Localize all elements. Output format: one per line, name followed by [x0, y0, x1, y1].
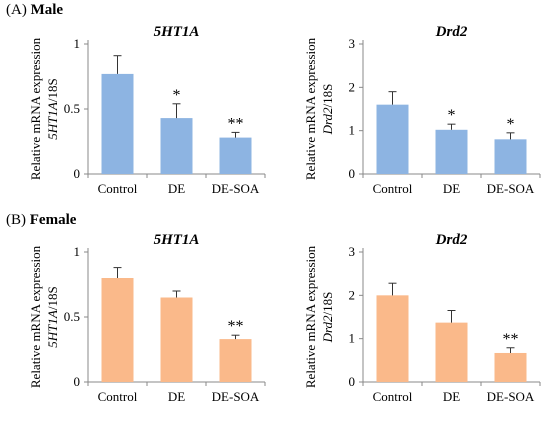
y-tick-label: 0: [74, 374, 81, 389]
bar-de-soa: [219, 137, 252, 174]
x-tick-label: DE: [168, 389, 185, 404]
y-axis-label-gene: Drd2/18S: [320, 84, 335, 136]
y-axis-label-gene: 5HT1A/18S: [45, 286, 60, 347]
y-axis-label-ref: /18S: [45, 286, 60, 310]
y-tick-label: 0: [349, 374, 356, 389]
y-axis-label-ref: /18S: [320, 292, 335, 316]
section-name: Male: [30, 2, 64, 18]
bar-de: [435, 322, 468, 382]
significance-marker: *: [507, 116, 515, 133]
y-tick-label: 3: [349, 36, 356, 51]
x-tick-label: DE: [443, 389, 460, 404]
y-tick-label: 1: [349, 331, 356, 346]
x-tick-label: Control: [373, 389, 413, 404]
y-tick-label: 3: [349, 244, 356, 259]
bar-de: [160, 297, 193, 382]
significance-marker: **: [228, 115, 244, 132]
bar-de-soa: [494, 139, 527, 174]
section-a-label: (A) Male: [6, 2, 63, 19]
x-tick-label: DE-SOA: [487, 389, 535, 404]
chart-title: 5HT1A: [154, 24, 200, 40]
x-tick-label: DE-SOA: [212, 389, 260, 404]
x-tick-label: DE: [168, 181, 185, 196]
y-axis-label-gene: Drd2/18S: [320, 292, 335, 344]
significance-marker: **: [228, 318, 244, 335]
bar-de-soa: [494, 352, 527, 382]
chart-title: 5HT1A: [154, 232, 200, 248]
y-tick-label: 1: [349, 123, 356, 138]
x-tick-label: Control: [98, 181, 138, 196]
y-axis-label: Relative mRNA expression: [28, 245, 43, 388]
bar-control: [376, 295, 409, 382]
chart-title: Drd2: [435, 232, 468, 248]
x-tick-label: DE-SOA: [212, 181, 260, 196]
chart-title: Drd2: [435, 24, 468, 40]
y-tick-label: 0: [349, 166, 356, 181]
section-tag: (A): [6, 2, 27, 18]
y-axis-label: Relative mRNA expression: [303, 37, 318, 180]
section-tag: (B): [6, 212, 26, 228]
y-axis-label-gene-name: 5HT1A: [45, 102, 60, 140]
significance-marker: *: [173, 87, 181, 104]
x-tick-label: Control: [98, 389, 138, 404]
y-axis-label-gene-name: 5HT1A: [45, 310, 60, 348]
bar-de: [435, 129, 468, 174]
x-tick-label: DE-SOA: [487, 181, 535, 196]
y-axis-label: Relative mRNA expression: [28, 37, 43, 180]
section-name: Female: [29, 212, 77, 228]
significance-marker: *: [448, 107, 456, 124]
bar-control: [101, 73, 134, 174]
y-tick-label: 0.5: [64, 101, 80, 116]
y-tick-label: 0: [74, 166, 81, 181]
y-axis-label-ref: /18S: [320, 84, 335, 108]
bar-de-soa: [219, 339, 252, 382]
significance-marker: **: [503, 331, 519, 348]
y-axis-label-gene: 5HT1A/18S: [45, 78, 60, 139]
x-tick-label: DE: [443, 181, 460, 196]
y-tick-label: 2: [349, 79, 356, 94]
y-axis-label-gene-name: Drd2: [320, 107, 335, 135]
y-axis-label-ref: /18S: [45, 78, 60, 102]
bar-control: [101, 278, 134, 382]
y-tick-label: 1: [74, 36, 81, 51]
y-axis-label-gene-name: Drd2: [320, 315, 335, 343]
bar-control: [376, 104, 409, 174]
section-b-label: (B) Female: [6, 212, 76, 229]
y-tick-label: 2: [349, 287, 356, 302]
y-axis-label: Relative mRNA expression: [303, 245, 318, 388]
bar-de: [160, 118, 193, 174]
y-tick-label: 1: [74, 244, 81, 259]
x-tick-label: Control: [373, 181, 413, 196]
y-tick-label: 0.5: [64, 309, 80, 324]
